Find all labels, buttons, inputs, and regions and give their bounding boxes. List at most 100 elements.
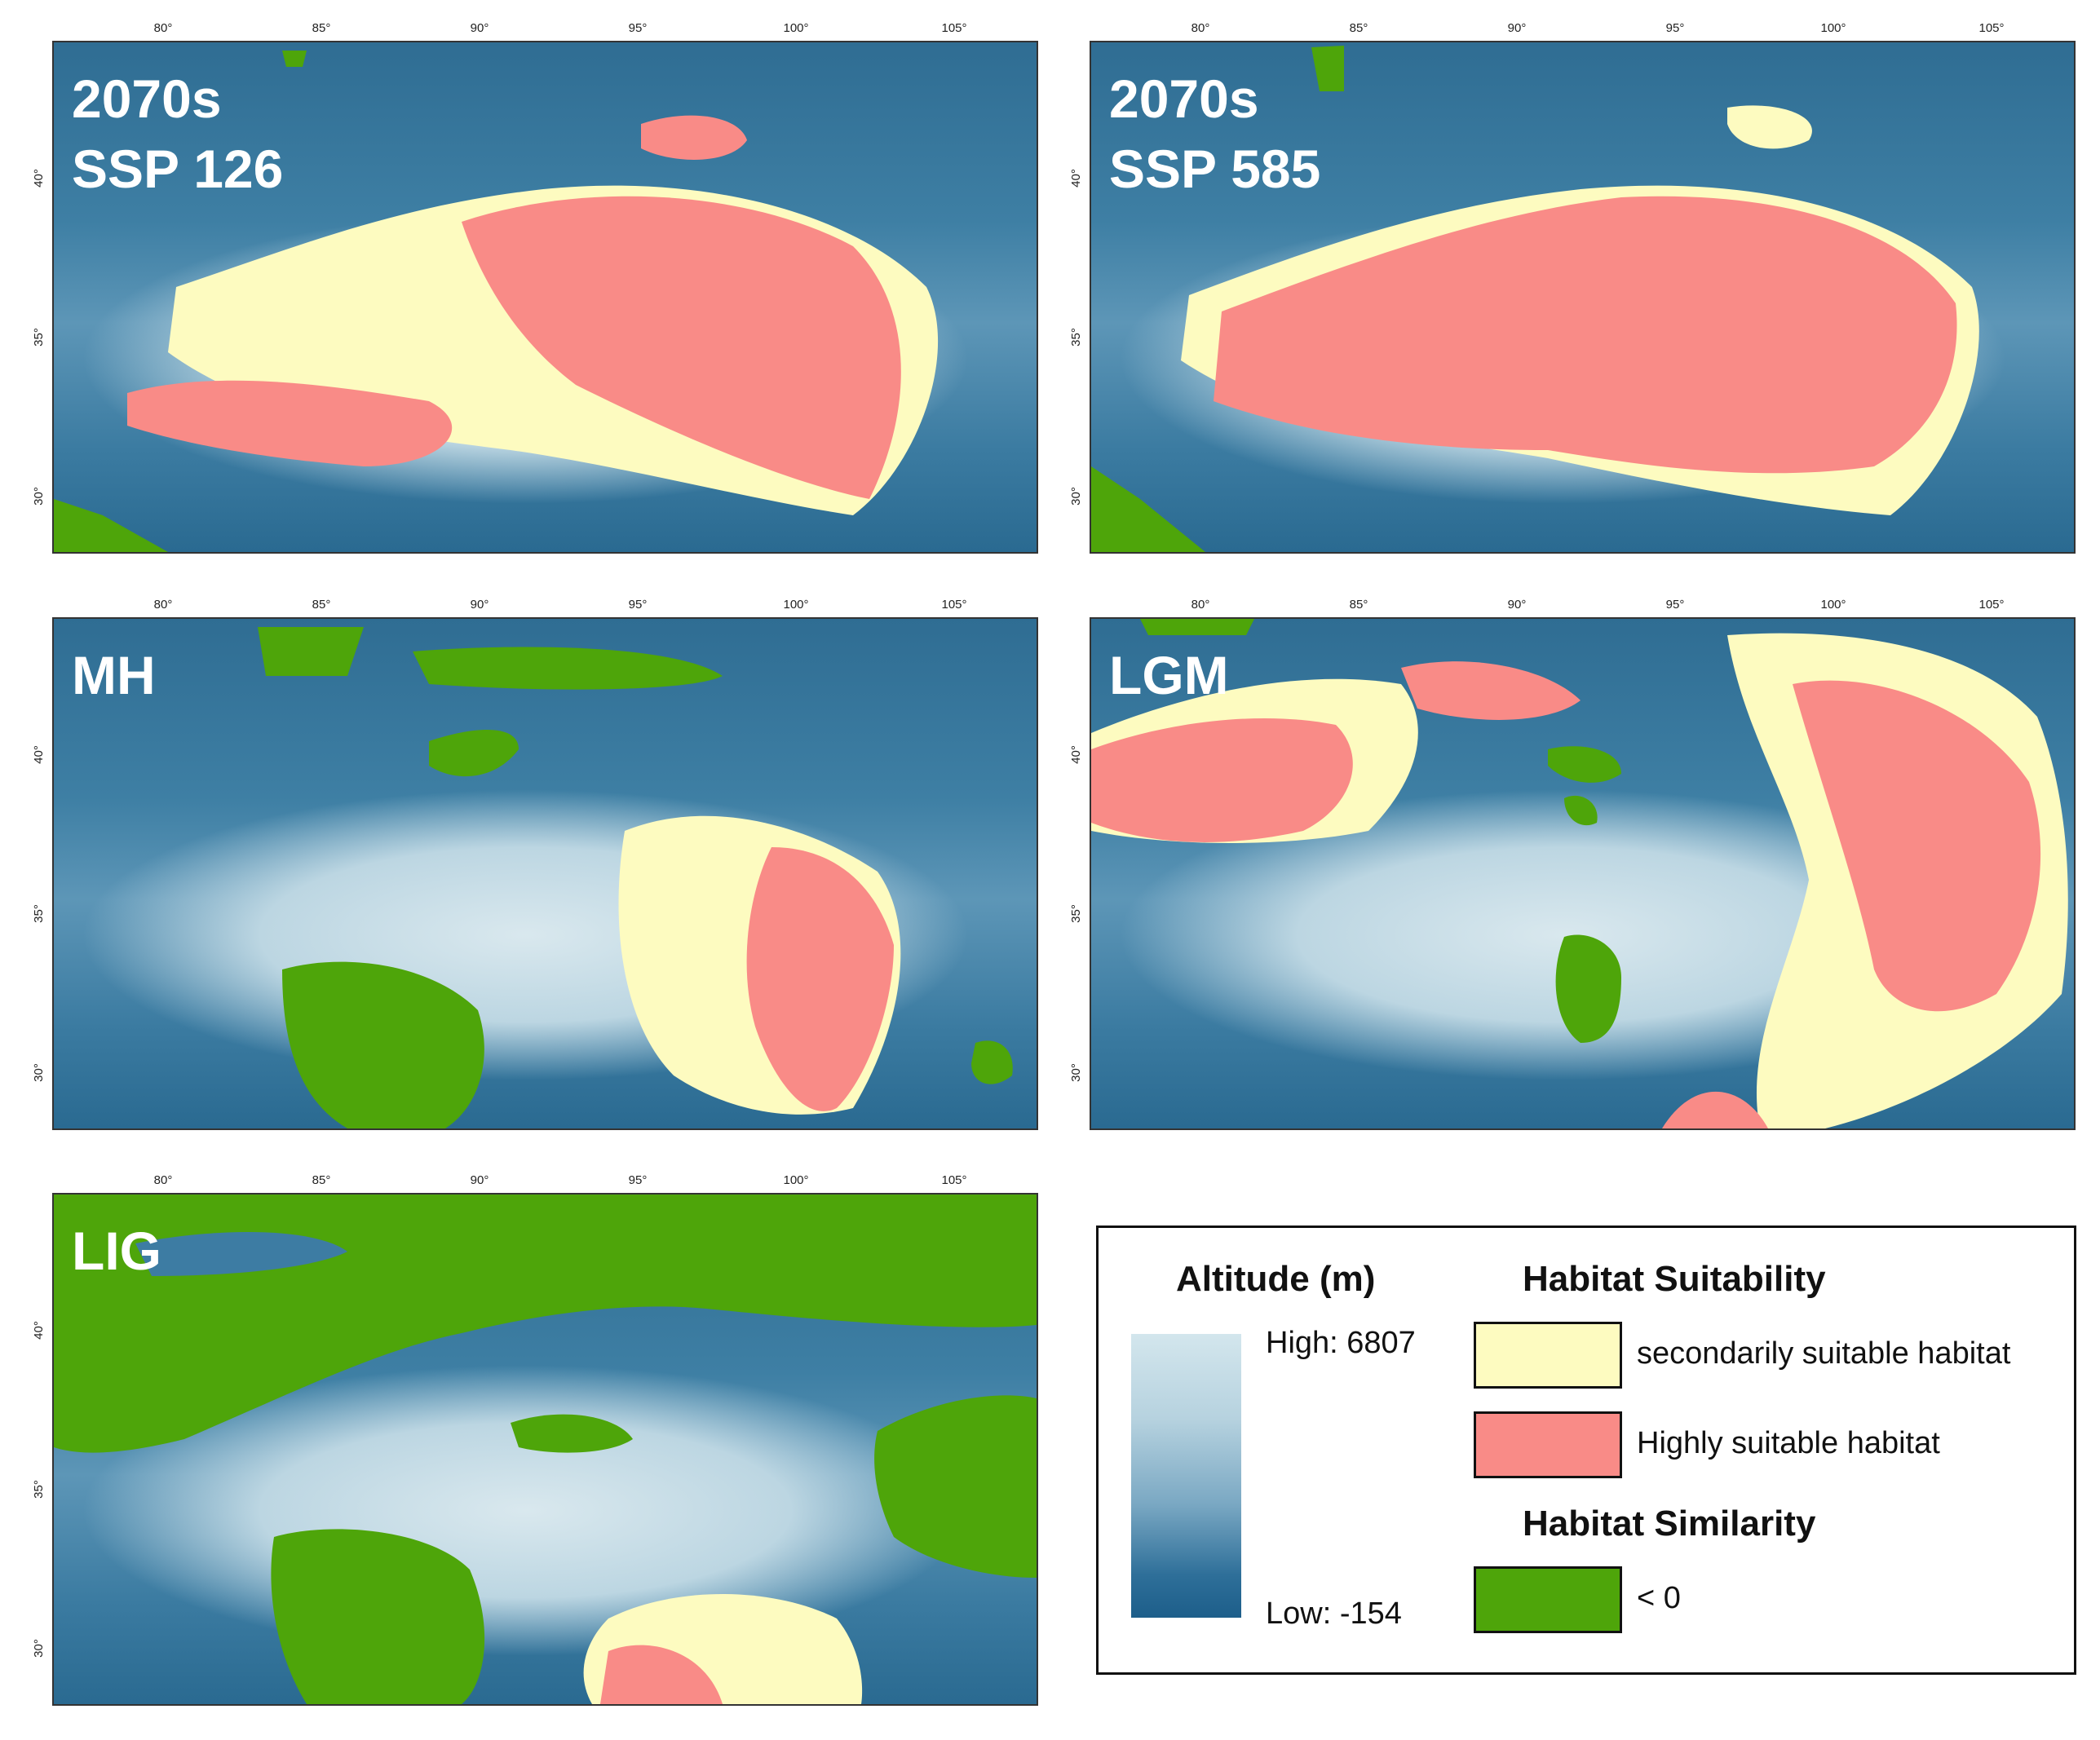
lon-tick: 95° (1665, 598, 1685, 612)
altitude-colorbar (1131, 1334, 1241, 1618)
map-lgm: LGM (1090, 617, 2076, 1130)
lon-tick: 95° (628, 21, 648, 35)
similarity-negative-patch (1140, 619, 1254, 635)
lon-tick: 80° (153, 598, 173, 612)
similarity-negative-area (1091, 466, 1205, 552)
similarity-negative-patch (1311, 46, 1344, 91)
lat-tick: 40° (1068, 745, 1083, 764)
suitability-layer (54, 51, 939, 552)
lon-tick: 105° (941, 21, 967, 35)
map-2070s-ssp126: 2070s SSP 126 (52, 41, 1038, 554)
lon-tick: 95° (628, 598, 648, 612)
similarity-negative-label: < 0 (1637, 1581, 1681, 1615)
panel-label: MH (72, 645, 156, 705)
high-habitat-area (600, 1645, 723, 1704)
altitude-low-label: Low: -154 (1266, 1596, 1402, 1631)
lat-tick: 35° (31, 1480, 46, 1499)
lon-tick: 80° (153, 21, 173, 35)
secondary-habitat-area-north (1727, 105, 1812, 149)
lat-tick: 35° (1068, 328, 1083, 347)
suitability-layer (1091, 619, 2068, 1128)
high-habitat-area (746, 847, 894, 1111)
similarity-negative-patch (413, 647, 723, 690)
lon-tick: 85° (312, 21, 331, 35)
similarity-negative-patch (282, 51, 307, 67)
lon-tick: 80° (1191, 21, 1210, 35)
similarity-negative-area (54, 499, 168, 552)
lon-tick: 105° (941, 598, 967, 612)
lat-tick: 35° (31, 904, 46, 923)
similarity-negative-patch (1564, 795, 1598, 826)
map-lig: LIG (52, 1193, 1038, 1706)
lon-tick: 90° (470, 21, 489, 35)
similarity-negative-patch (258, 627, 364, 676)
high-habitat-area (1214, 196, 1957, 474)
lat-tick: 30° (1068, 487, 1083, 506)
high-habitat-area-north (641, 115, 747, 160)
lon-tick: 90° (470, 598, 489, 612)
high-habitat-area-east (1793, 680, 2041, 1012)
similarity-negative-area (282, 961, 484, 1128)
altitude-legend-title: Altitude (m) (1176, 1259, 1376, 1299)
high-habitat-label: Highly suitable habitat (1637, 1426, 1940, 1460)
similarity-negative-patch (971, 1040, 1013, 1084)
similarity-negative-patch (511, 1414, 633, 1453)
high-habitat-swatch (1474, 1411, 1622, 1478)
map-mh: MH (52, 617, 1038, 1130)
lon-tick: 105° (941, 1173, 967, 1187)
lon-tick: 100° (783, 1173, 809, 1187)
similarity-negative-area-north (54, 1195, 1037, 1453)
panel-label: LGM (1109, 645, 1229, 705)
lon-tick: 95° (628, 1173, 648, 1187)
similarity-negative-area (271, 1529, 485, 1704)
secondary-habitat-label: secondarily suitable habitat (1637, 1336, 2011, 1371)
lon-tick: 100° (783, 21, 809, 35)
similarity-negative-area (1555, 934, 1621, 1043)
high-habitat-area-north (1401, 661, 1581, 720)
lon-tick: 100° (1820, 21, 1846, 35)
lon-tick: 80° (153, 1173, 173, 1187)
map-2070s-ssp585: 2070s SSP 585 (1090, 41, 2076, 554)
similarity-negative-area-east (874, 1395, 1037, 1578)
lon-tick: 90° (1507, 598, 1527, 612)
suitability-layer (54, 1195, 1037, 1704)
secondary-habitat-swatch (1474, 1322, 1622, 1389)
lat-tick: 40° (31, 1321, 46, 1340)
high-habitat-area-south (1662, 1091, 1768, 1128)
lat-tick: 30° (31, 1639, 46, 1658)
lat-tick: 35° (1068, 904, 1083, 923)
lake (135, 1232, 347, 1276)
panel-label: LIG (72, 1221, 161, 1281)
lon-tick: 100° (783, 598, 809, 612)
similarity-negative-patch (429, 730, 519, 777)
lon-tick: 105° (1978, 598, 2005, 612)
lon-tick: 90° (470, 1173, 489, 1187)
lon-tick: 85° (312, 1173, 331, 1187)
lon-tick: 100° (1820, 598, 1846, 612)
map-legend: Altitude (m) High: 6807 Low: -154 Habita… (1096, 1226, 2076, 1675)
lon-tick: 80° (1191, 598, 1210, 612)
lat-tick: 40° (31, 745, 46, 764)
lat-tick: 30° (31, 487, 46, 506)
lat-tick: 30° (31, 1063, 46, 1082)
high-habitat-area-west (127, 380, 453, 466)
lat-tick: 40° (31, 169, 46, 188)
lon-tick: 85° (312, 598, 331, 612)
lon-tick: 95° (1665, 21, 1685, 35)
high-habitat-area (462, 196, 901, 499)
panel-label: 2070s SSP 585 (1109, 68, 1321, 199)
lat-tick: 30° (1068, 1063, 1083, 1082)
high-habitat-area (1091, 718, 1353, 842)
suitability-layer (258, 627, 1013, 1128)
lat-tick: 35° (31, 328, 46, 347)
habitat-similarity-title: Habitat Similarity (1523, 1504, 1816, 1543)
lat-tick: 40° (1068, 169, 1083, 188)
suitability-layer (1091, 46, 1979, 552)
lon-tick: 105° (1978, 21, 2005, 35)
lon-tick: 90° (1507, 21, 1527, 35)
panel-label: 2070s SSP 126 (72, 68, 284, 199)
similarity-negative-swatch (1474, 1566, 1622, 1633)
altitude-high-label: High: 6807 (1266, 1326, 1416, 1360)
habitat-suitability-title: Habitat Suitability (1523, 1259, 1826, 1299)
lon-tick: 85° (1349, 598, 1368, 612)
